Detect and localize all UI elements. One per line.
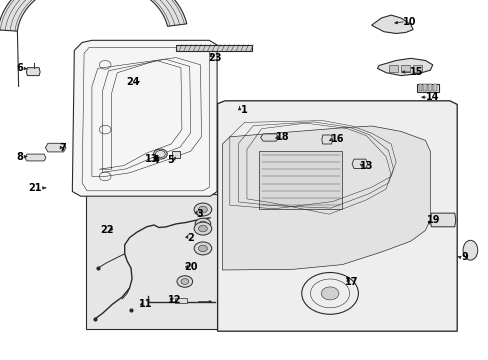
Circle shape <box>198 206 207 213</box>
Text: 19: 19 <box>426 215 439 225</box>
Text: 16: 16 <box>330 134 344 144</box>
Polygon shape <box>371 15 412 33</box>
Polygon shape <box>45 143 66 152</box>
Polygon shape <box>321 135 332 144</box>
Polygon shape <box>0 0 186 31</box>
Circle shape <box>199 221 206 227</box>
Polygon shape <box>175 298 186 303</box>
Text: 6: 6 <box>16 63 23 73</box>
Circle shape <box>199 207 206 212</box>
Polygon shape <box>432 84 436 91</box>
Text: 24: 24 <box>126 77 140 87</box>
Polygon shape <box>416 84 438 92</box>
Text: 13: 13 <box>144 154 158 164</box>
Polygon shape <box>25 154 46 161</box>
Circle shape <box>198 245 207 252</box>
Text: 11: 11 <box>139 299 152 309</box>
Polygon shape <box>423 84 427 91</box>
Polygon shape <box>418 84 422 91</box>
Text: 1: 1 <box>241 105 247 115</box>
Polygon shape <box>260 134 278 141</box>
Text: 3: 3 <box>196 209 203 219</box>
Polygon shape <box>217 101 456 331</box>
Circle shape <box>194 203 211 216</box>
Text: 17: 17 <box>345 276 358 287</box>
Polygon shape <box>388 65 397 72</box>
Text: 14: 14 <box>425 92 439 102</box>
Circle shape <box>194 222 211 235</box>
Text: 21: 21 <box>28 183 42 193</box>
Text: 8: 8 <box>16 152 23 162</box>
Text: 22: 22 <box>100 225 113 235</box>
Polygon shape <box>72 40 217 196</box>
Polygon shape <box>400 65 409 72</box>
Text: 12: 12 <box>168 294 182 305</box>
Polygon shape <box>429 213 455 227</box>
Text: 10: 10 <box>402 17 416 27</box>
Text: 2: 2 <box>187 233 194 243</box>
Circle shape <box>181 279 188 284</box>
Polygon shape <box>412 65 421 72</box>
Polygon shape <box>26 68 40 76</box>
Text: 18: 18 <box>275 132 289 142</box>
Polygon shape <box>427 84 431 91</box>
Circle shape <box>321 287 338 300</box>
Polygon shape <box>351 159 367 168</box>
Text: 23: 23 <box>208 53 222 63</box>
Circle shape <box>153 149 167 159</box>
Text: 7: 7 <box>59 143 66 153</box>
Circle shape <box>194 242 211 255</box>
Polygon shape <box>176 45 251 51</box>
Text: 15: 15 <box>409 67 423 77</box>
Text: 9: 9 <box>460 252 467 262</box>
Polygon shape <box>377 58 432 76</box>
Circle shape <box>177 276 192 287</box>
Circle shape <box>195 204 210 215</box>
Polygon shape <box>85 194 217 329</box>
Polygon shape <box>259 151 342 209</box>
Text: 20: 20 <box>183 262 197 272</box>
Text: 5: 5 <box>166 155 173 165</box>
Text: 4: 4 <box>153 155 160 165</box>
Circle shape <box>195 218 210 230</box>
Ellipse shape <box>462 240 477 260</box>
Polygon shape <box>222 126 429 270</box>
Circle shape <box>198 225 207 232</box>
Text: 13: 13 <box>359 161 373 171</box>
Polygon shape <box>172 151 180 158</box>
